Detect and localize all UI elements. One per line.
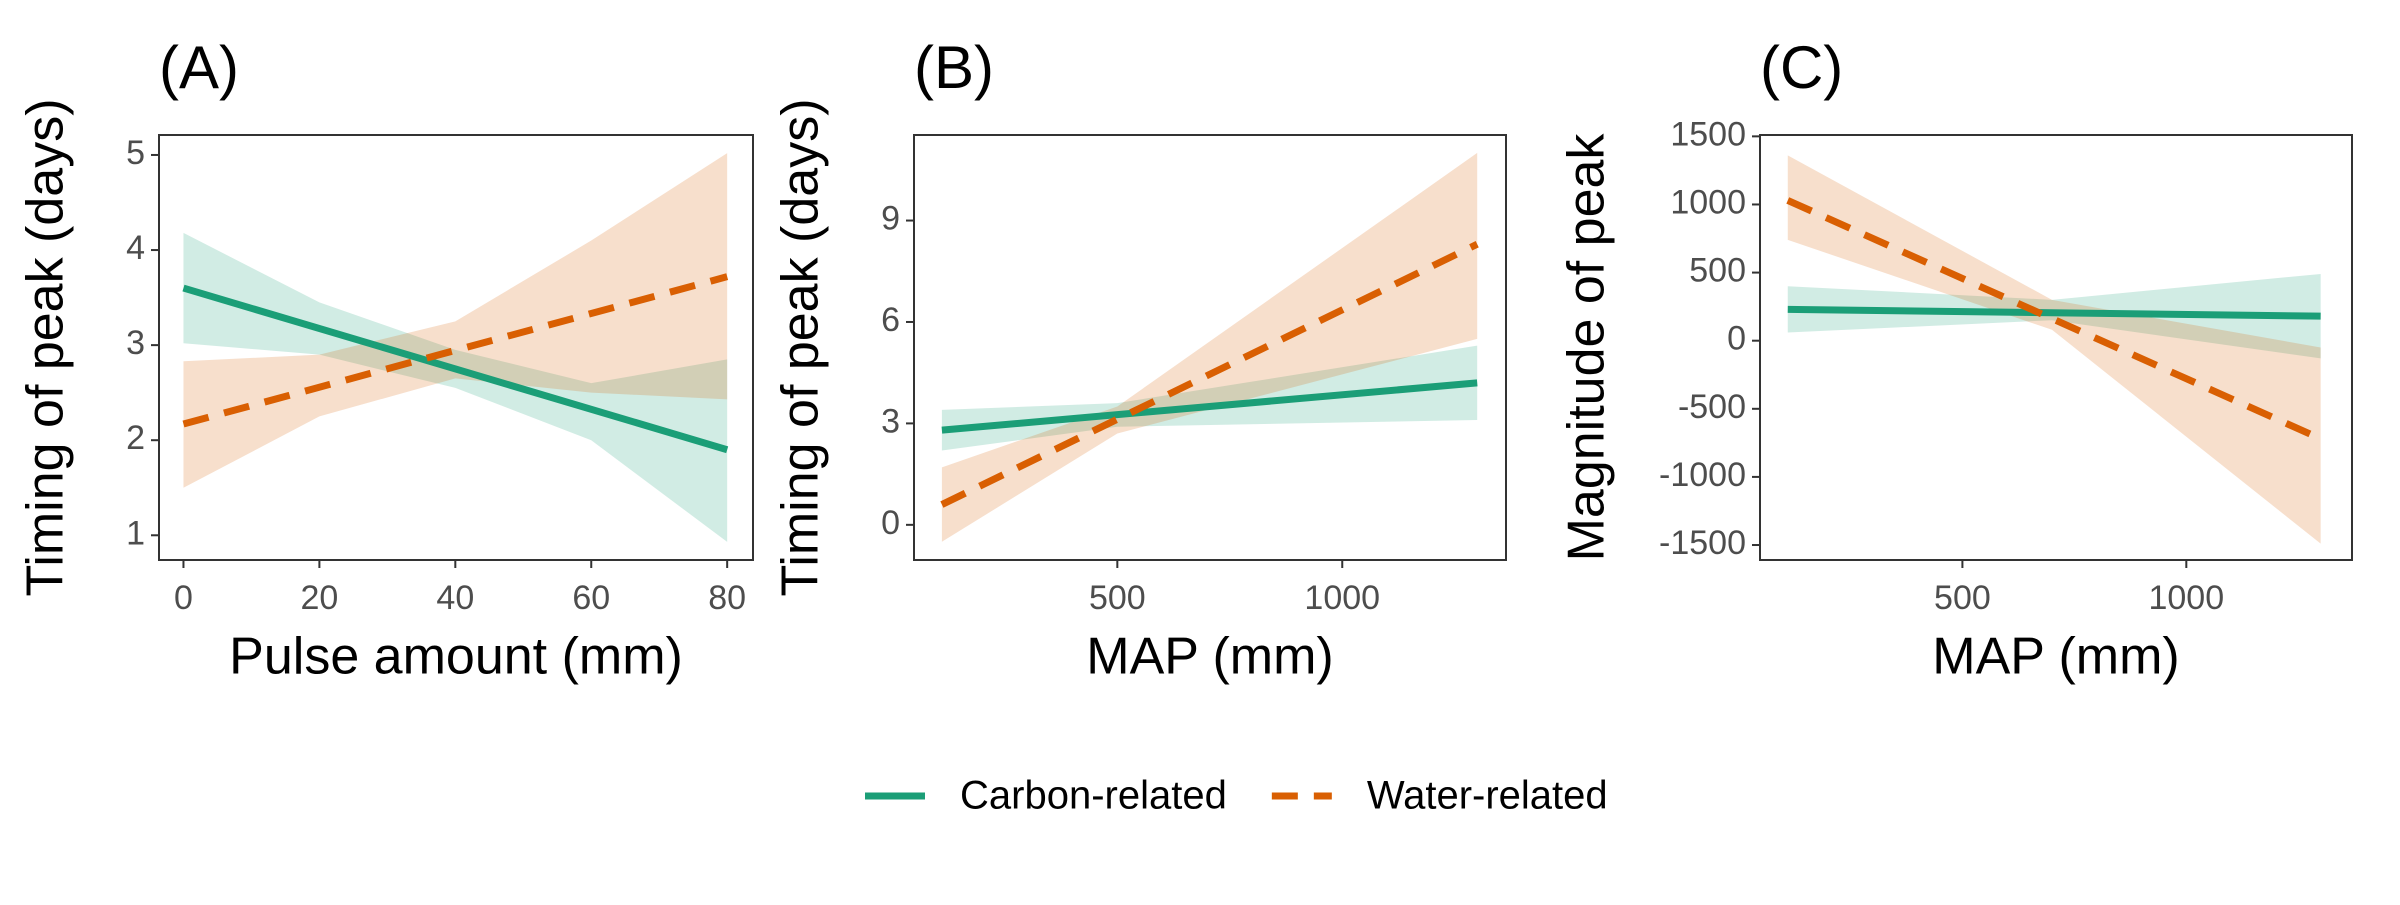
panel-label: (A) bbox=[159, 34, 239, 101]
x-tick-label: 500 bbox=[1089, 579, 1146, 617]
y-tick-label: -500 bbox=[1678, 388, 1746, 426]
y-tick-label: 0 bbox=[1727, 320, 1746, 358]
confidence-band bbox=[941, 345, 1478, 451]
y-axis-title: Timing of peak (days) bbox=[17, 98, 75, 596]
y-tick-label: 3 bbox=[126, 324, 145, 362]
trend-line bbox=[182, 284, 729, 454]
x-tick-label: 500 bbox=[1934, 579, 1991, 617]
panel-label: (B) bbox=[914, 34, 994, 101]
confidence-band bbox=[941, 152, 1478, 542]
plot-frame bbox=[158, 134, 754, 561]
y-tick-label: -1500 bbox=[1659, 524, 1746, 562]
legend-label: Water-related bbox=[1367, 774, 1608, 818]
y-tick-label: 5 bbox=[126, 134, 145, 172]
trend-line bbox=[941, 379, 1478, 434]
x-tick-label: 0 bbox=[174, 579, 193, 617]
y-tick-label: -1000 bbox=[1659, 456, 1746, 494]
y-tick-label: 1 bbox=[126, 514, 145, 552]
y-tick-label: 500 bbox=[1689, 252, 1746, 290]
x-tick-label: 80 bbox=[708, 579, 746, 617]
x-tick-label: 1000 bbox=[1304, 579, 1380, 617]
trend-line bbox=[182, 273, 729, 428]
legend-label: Carbon-related bbox=[960, 774, 1227, 818]
x-axis-title: MAP (mm) bbox=[1086, 628, 1333, 686]
x-tick-label: 1000 bbox=[2148, 579, 2224, 617]
panel-label: (C) bbox=[1760, 34, 1843, 101]
y-axis-title: Magnitude of peak bbox=[1558, 133, 1616, 562]
y-tick-label: 1000 bbox=[1670, 183, 1746, 221]
x-tick-label: 40 bbox=[436, 579, 474, 617]
y-tick-label: 9 bbox=[881, 200, 900, 238]
trend-line bbox=[940, 241, 1479, 508]
trend-line bbox=[1786, 197, 2323, 442]
y-axis-title: Timing of peak (days) bbox=[772, 98, 830, 596]
confidence-band bbox=[183, 232, 728, 542]
y-tick-label: 3 bbox=[881, 402, 900, 440]
plot-frame bbox=[913, 134, 1507, 561]
y-tick-label: 4 bbox=[126, 229, 145, 267]
y-tick-label: 0 bbox=[881, 504, 900, 542]
x-axis-title: Pulse amount (mm) bbox=[229, 628, 683, 686]
confidence-band bbox=[1787, 155, 2321, 544]
y-tick-label: 1500 bbox=[1670, 115, 1746, 153]
x-tick-label: 20 bbox=[300, 579, 338, 617]
y-tick-label: 2 bbox=[126, 419, 145, 457]
trend-line bbox=[1787, 305, 2321, 320]
confidence-band bbox=[183, 153, 728, 488]
x-tick-label: 60 bbox=[572, 579, 610, 617]
y-tick-label: 6 bbox=[881, 301, 900, 339]
plot-frame bbox=[1759, 134, 2353, 561]
x-axis-title: MAP (mm) bbox=[1932, 628, 2179, 686]
